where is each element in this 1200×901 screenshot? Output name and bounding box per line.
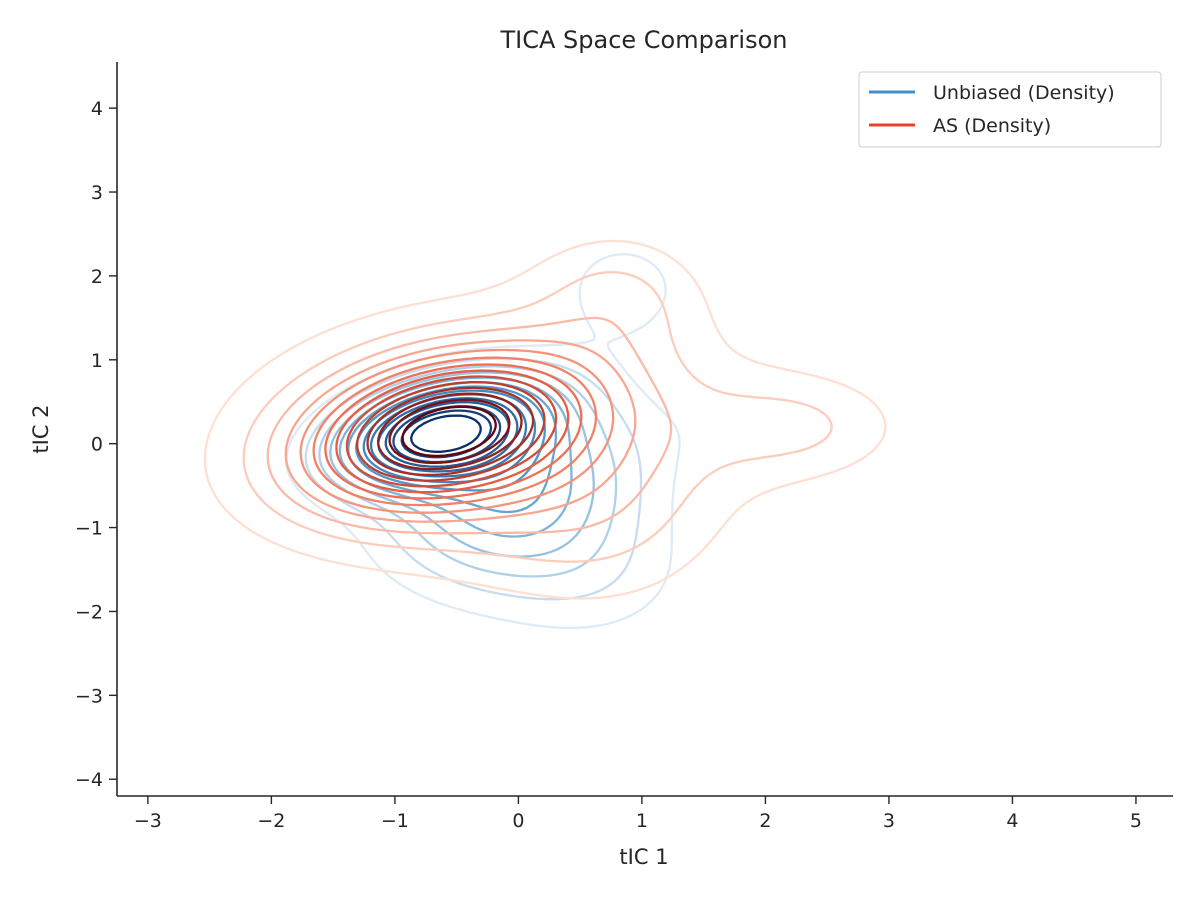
contour-line [299,348,615,514]
contour-series-as [203,239,887,600]
x-tick-label: −2 [257,810,285,832]
y-axis-label: tIC 2 [29,404,53,453]
x-tick-label: 0 [512,810,524,832]
contour-line [345,375,558,488]
x-tick-label: 1 [636,810,648,832]
contour-line [312,356,598,507]
y-tick-label: 4 [91,98,103,120]
legend-frame [858,71,1162,148]
x-axis-label: tIC 1 [619,845,668,869]
x-tick-label: 5 [1130,810,1142,832]
contour-line [266,316,673,535]
y-tick-label: −3 [75,685,103,707]
x-tick-label: −3 [134,810,162,832]
x-tick-label: 2 [759,810,771,832]
contour-line [410,414,482,453]
y-tick-label: 0 [91,434,103,456]
contour-line [335,369,570,494]
contour-line [242,270,833,563]
contour-line [388,398,511,465]
x-tick-label: 4 [1006,810,1018,832]
axes: −3 −2 −1 0 1 2 3 4 5 −4 −3 −2 −1 0 1 2 3 4 [75,62,1173,832]
legend: Unbiased (Density) AS (Density) [858,71,1162,148]
x-tick-label: 3 [883,810,895,832]
legend-label-as: AS (Density) [933,115,1051,137]
contour-layer [203,239,887,630]
chart-title: TICA Space Comparison [499,26,787,54]
contour-line [366,386,535,477]
contour-line [203,239,887,600]
contour-line [401,405,497,458]
contour-series-unbiased [285,253,681,630]
x-tick-label: −1 [381,810,409,832]
y-tick-label: 2 [91,266,103,288]
y-tick-label: −2 [75,601,103,623]
y-tick-label: 1 [91,350,103,372]
contour-line [377,392,523,471]
contour-line [356,381,546,482]
y-tick-label: 3 [91,182,103,204]
y-tick-label: −1 [75,518,103,540]
legend-label-unbiased: Unbiased (Density) [933,82,1115,104]
contour-line [284,339,637,523]
contour-line [324,363,583,500]
plot-area [203,239,887,630]
y-tick-label: −4 [75,769,103,791]
